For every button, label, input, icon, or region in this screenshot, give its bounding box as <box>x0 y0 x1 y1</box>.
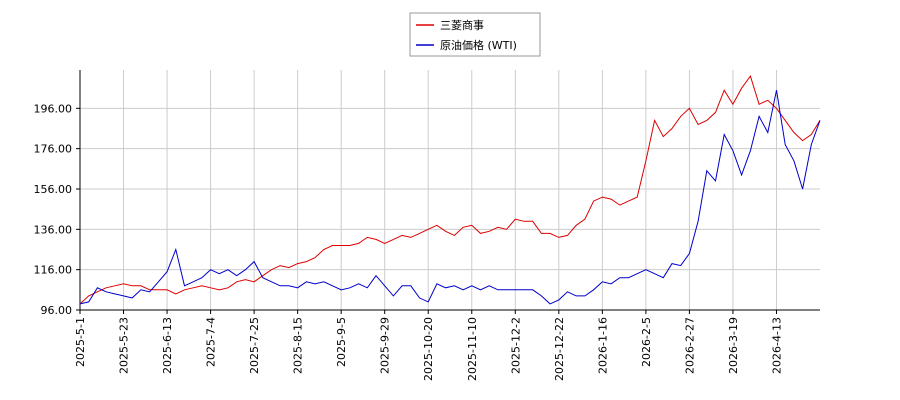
x-tick-label: 2026-2-27 <box>683 317 696 374</box>
x-tick-label: 2025-11-10 <box>466 317 479 381</box>
x-tick-label: 2026-3-19 <box>727 317 740 374</box>
x-tick-label: 2025-10-20 <box>422 317 435 381</box>
line-series <box>79 90 821 305</box>
x-tick-label: 2025-5-1 <box>74 317 87 367</box>
x-tick-label: 2025-6-13 <box>161 317 174 374</box>
line-series <box>79 74 821 305</box>
legend-box <box>409 12 541 57</box>
x-tick-label: 2025-12-2 <box>509 317 522 374</box>
y-tick-label: 136.00 <box>34 223 73 236</box>
x-tick-label: 2026-4-13 <box>770 317 783 374</box>
y-tick-label: 176.00 <box>34 143 73 156</box>
y-tick-label: 196.00 <box>34 102 73 115</box>
x-tick-label: 2026-2-5 <box>640 317 653 367</box>
x-tick-label: 2025-5-23 <box>118 317 131 374</box>
y-tick-label: 96.00 <box>41 304 73 317</box>
x-tick-label: 2025-7-25 <box>248 317 261 374</box>
x-tick-label: 2025-9-29 <box>379 317 392 374</box>
x-tick-label: 2026-1-16 <box>596 317 609 374</box>
y-tick-label: 116.00 <box>34 264 73 277</box>
legend-label: 三菱商事 <box>440 18 484 32</box>
legend-label: 原油価格 (WTI) <box>440 38 517 52</box>
x-tick-label: 2025-9-5 <box>335 317 348 367</box>
x-tick-label: 2025-7-4 <box>205 317 218 367</box>
x-tick-label: 2025-12-22 <box>553 317 566 381</box>
x-tick-label: 2025-8-15 <box>292 317 305 374</box>
y-tick-label: 156.00 <box>34 183 73 196</box>
